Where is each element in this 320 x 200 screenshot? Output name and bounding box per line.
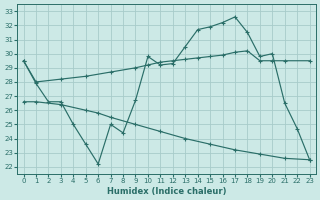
X-axis label: Humidex (Indice chaleur): Humidex (Indice chaleur)	[107, 187, 226, 196]
